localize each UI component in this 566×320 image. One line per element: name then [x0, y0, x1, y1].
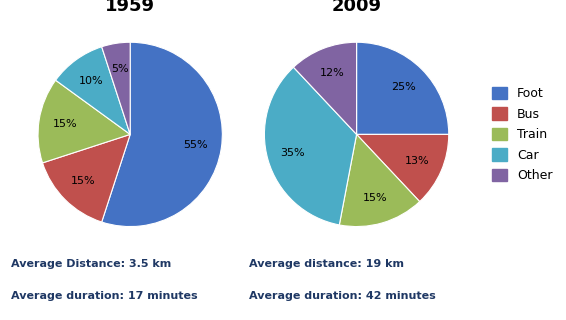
Wedge shape [55, 47, 130, 134]
Text: Average duration: 42 minutes: Average duration: 42 minutes [249, 291, 436, 301]
Title: 2009: 2009 [332, 0, 381, 15]
Wedge shape [357, 134, 449, 202]
Text: Average Distance: 3.5 km: Average Distance: 3.5 km [11, 259, 171, 269]
Wedge shape [264, 67, 357, 225]
Wedge shape [339, 134, 419, 227]
Legend: Foot, Bus, Train, Car, Other: Foot, Bus, Train, Car, Other [490, 84, 555, 185]
Wedge shape [357, 42, 449, 134]
Wedge shape [102, 42, 130, 134]
Text: 25%: 25% [391, 83, 416, 92]
Title: 1959: 1959 [105, 0, 155, 15]
Text: Average duration: 17 minutes: Average duration: 17 minutes [11, 291, 198, 301]
Text: 15%: 15% [71, 176, 96, 186]
Text: Average distance: 19 km: Average distance: 19 km [249, 259, 404, 269]
Wedge shape [102, 42, 222, 227]
Text: 15%: 15% [52, 119, 77, 129]
Wedge shape [42, 134, 130, 222]
Text: 35%: 35% [281, 148, 305, 158]
Text: 13%: 13% [405, 156, 430, 166]
Text: 15%: 15% [363, 193, 387, 203]
Wedge shape [294, 42, 357, 134]
Text: 10%: 10% [79, 76, 104, 86]
Text: 5%: 5% [111, 64, 128, 74]
Text: 12%: 12% [320, 68, 345, 78]
Wedge shape [38, 80, 130, 163]
Text: 55%: 55% [183, 140, 208, 150]
